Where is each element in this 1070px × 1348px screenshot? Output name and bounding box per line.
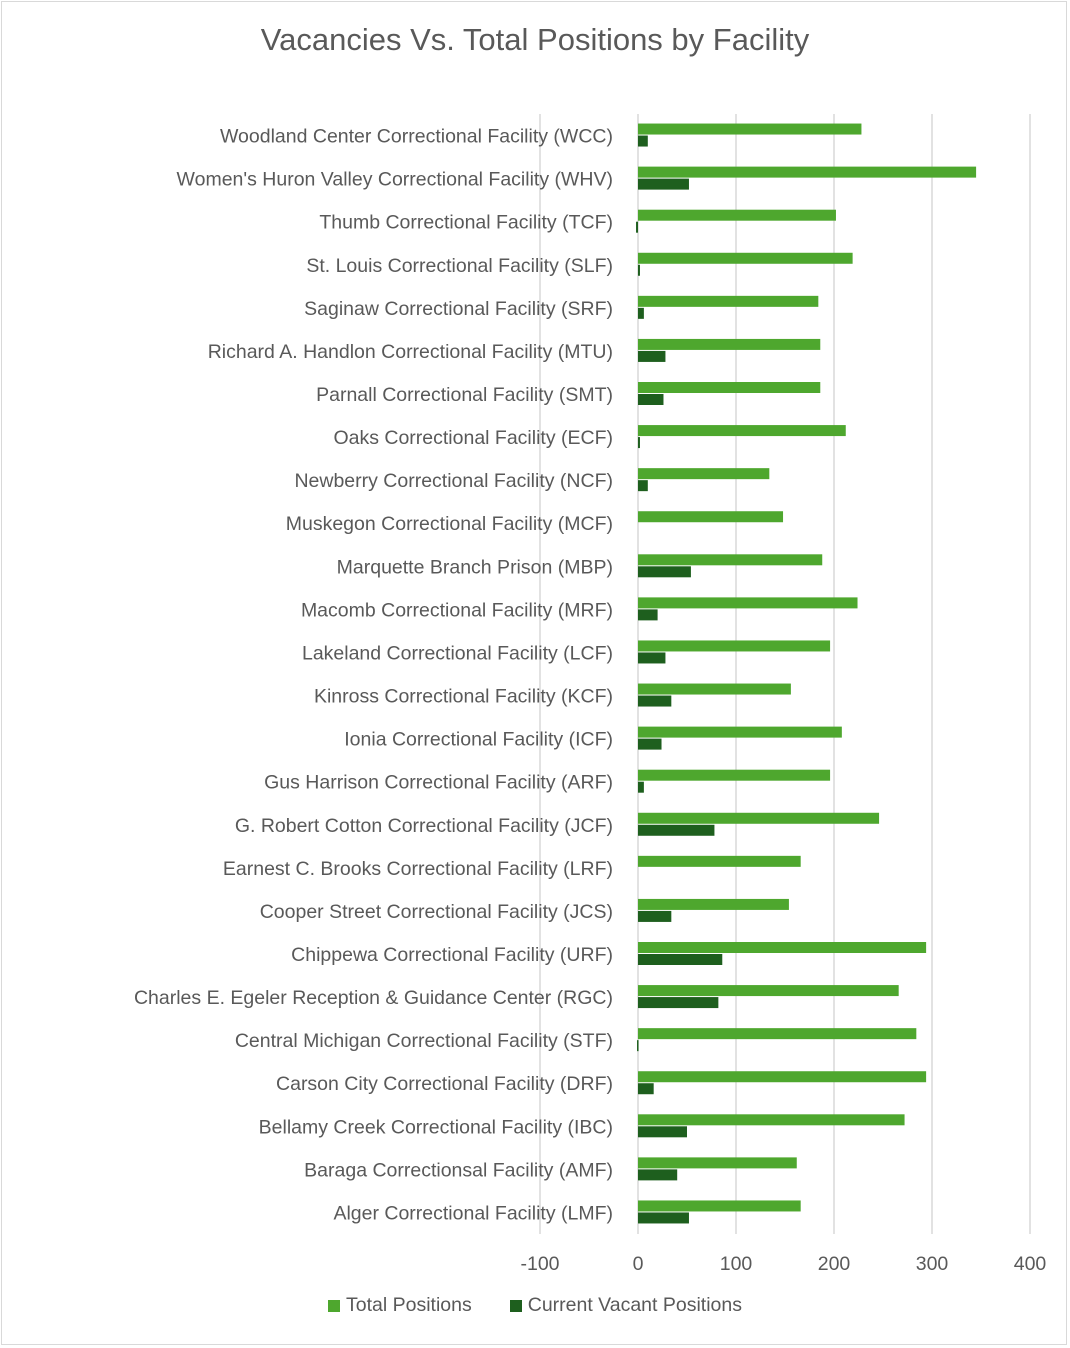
bar-total-positions bbox=[638, 640, 831, 652]
category-label: Kinross Correctional Facility (KCF) bbox=[314, 686, 613, 708]
bar-current-vacant-positions bbox=[636, 221, 638, 233]
category-label: Saginaw Correctional Facility (SRF) bbox=[304, 298, 613, 320]
bar-total-positions bbox=[638, 209, 836, 221]
bar-current-vacant-positions bbox=[637, 1040, 639, 1052]
category-label: Carson City Correctional Facility (DRF) bbox=[276, 1073, 613, 1095]
bar-current-vacant-positions bbox=[638, 566, 691, 578]
bar-total-positions bbox=[638, 812, 880, 824]
bar-current-vacant-positions bbox=[638, 1126, 687, 1138]
x-tick-label: -100 bbox=[520, 1253, 559, 1275]
category-label: Chippewa Correctional Facility (URF) bbox=[291, 944, 613, 966]
x-tick-label: 400 bbox=[1014, 1253, 1047, 1275]
bar-current-vacant-positions bbox=[638, 135, 648, 147]
bar-total-positions bbox=[638, 511, 784, 523]
bar-total-positions bbox=[638, 597, 858, 609]
bar-total-positions bbox=[638, 769, 831, 781]
x-tick-label: 300 bbox=[916, 1253, 949, 1275]
legend-swatch-total bbox=[328, 1299, 340, 1312]
category-label: Woodland Center Correctional Facility (W… bbox=[220, 126, 613, 148]
bar-current-vacant-positions bbox=[638, 997, 719, 1009]
legend-label-total: Total Positions bbox=[346, 1294, 472, 1316]
category-label: G. Robert Cotton Correctional Facility (… bbox=[235, 815, 613, 837]
category-label: Women's Huron Valley Correctional Facili… bbox=[177, 169, 613, 191]
category-label: Cooper Street Correctional Facility (JCS… bbox=[260, 901, 613, 923]
legend-swatch-vacant bbox=[509, 1299, 522, 1312]
category-label: Alger Correctional Facility (LMF) bbox=[333, 1202, 613, 1224]
bar-total-positions bbox=[638, 726, 842, 738]
bar-current-vacant-positions bbox=[638, 307, 644, 319]
category-label: Bellamy Creek Correctional Facility (IBC… bbox=[259, 1116, 613, 1138]
category-label: Muskegon Correctional Facility (MCF) bbox=[286, 513, 613, 535]
category-label: Baraga Correctionsal Facility (AMF) bbox=[304, 1159, 613, 1181]
legend-item-vacant: Current Vacant Positions bbox=[509, 1294, 742, 1317]
bar-total-positions bbox=[638, 683, 791, 695]
x-tick-label: 100 bbox=[720, 1253, 753, 1275]
category-label: Oaks Correctional Facility (ECF) bbox=[333, 427, 613, 449]
category-label: Marquette Branch Prison (MBP) bbox=[337, 556, 613, 578]
category-label: Macomb Correctional Facility (MRF) bbox=[301, 599, 613, 621]
bar-total-positions bbox=[638, 252, 853, 264]
bar-current-vacant-positions bbox=[638, 394, 664, 405]
bar-current-vacant-positions bbox=[638, 910, 672, 922]
bar-total-positions bbox=[638, 1157, 797, 1169]
bar-current-vacant-positions bbox=[638, 781, 644, 793]
bar-total-positions bbox=[638, 985, 899, 997]
bar-current-vacant-positions bbox=[638, 738, 662, 750]
category-label: Thumb Correctional Facility (TCF) bbox=[319, 212, 613, 234]
bar-total-positions bbox=[638, 942, 927, 953]
bar-current-vacant-positions bbox=[638, 1083, 654, 1095]
bar-total-positions bbox=[638, 338, 821, 350]
legend-item-total: Total Positions bbox=[328, 1294, 472, 1317]
bar-total-positions bbox=[638, 898, 789, 910]
bar-current-vacant-positions bbox=[638, 695, 672, 707]
bar-total-positions bbox=[638, 123, 862, 135]
category-labels: Woodland Center Correctional Facility (W… bbox=[134, 126, 613, 1225]
x-tick-label: 200 bbox=[818, 1253, 851, 1275]
bar-total-positions bbox=[638, 1071, 927, 1083]
bar-total-positions bbox=[638, 1028, 917, 1040]
x-axis-tick-labels: -100 0 100 200 300 400 bbox=[520, 1253, 1046, 1275]
category-label: Richard A. Handlon Correctional Facility… bbox=[208, 341, 613, 363]
category-label: Newberry Correctional Facility (NCF) bbox=[294, 470, 613, 492]
bar-current-vacant-positions bbox=[638, 954, 723, 965]
category-label: Central Michigan Correctional Facility (… bbox=[235, 1030, 613, 1052]
bar-current-vacant-positions bbox=[638, 1212, 689, 1224]
bar-total-positions bbox=[638, 425, 846, 437]
category-label: Lakeland Correctional Facility (LCF) bbox=[302, 642, 613, 664]
category-label: Gus Harrison Correctional Facility (ARF) bbox=[264, 772, 613, 794]
bar-current-vacant-positions bbox=[638, 1169, 678, 1181]
bar-total-positions bbox=[638, 295, 819, 307]
bar-current-vacant-positions bbox=[638, 824, 715, 836]
legend-label-vacant: Current Vacant Positions bbox=[527, 1294, 742, 1316]
bar-current-vacant-positions bbox=[638, 178, 689, 190]
category-label: St. Louis Correctional Facility (SLF) bbox=[306, 255, 613, 277]
gridlines bbox=[539, 114, 1031, 1234]
category-label: Earnest C. Brooks Correctional Facility … bbox=[223, 858, 613, 880]
chart-title: Vacancies Vs. Total Positions by Facilit… bbox=[260, 22, 810, 57]
category-label: Ionia Correctional Facility (ICF) bbox=[344, 729, 613, 751]
bars bbox=[636, 123, 977, 1224]
bar-total-positions bbox=[638, 382, 821, 393]
bar-current-vacant-positions bbox=[638, 437, 640, 449]
bar-total-positions bbox=[638, 166, 977, 178]
bar-total-positions bbox=[638, 855, 801, 867]
bar-total-positions bbox=[638, 1114, 905, 1126]
bar-current-vacant-positions bbox=[638, 652, 666, 664]
bar-current-vacant-positions bbox=[638, 609, 658, 621]
bar-current-vacant-positions bbox=[638, 264, 640, 276]
x-tick-label: 0 bbox=[633, 1253, 644, 1275]
bar-total-positions bbox=[638, 1200, 801, 1212]
category-label: Parnall Correctional Facility (SMT) bbox=[316, 384, 613, 406]
bar-total-positions bbox=[638, 468, 770, 480]
legend: Total Positions Current Vacant Positions bbox=[0, 1294, 1070, 1317]
bar-current-vacant-positions bbox=[638, 480, 648, 492]
bar-total-positions bbox=[638, 554, 823, 566]
bar-current-vacant-positions bbox=[638, 350, 666, 362]
category-label: Charles E. Egeler Reception & Guidance C… bbox=[134, 987, 613, 1009]
